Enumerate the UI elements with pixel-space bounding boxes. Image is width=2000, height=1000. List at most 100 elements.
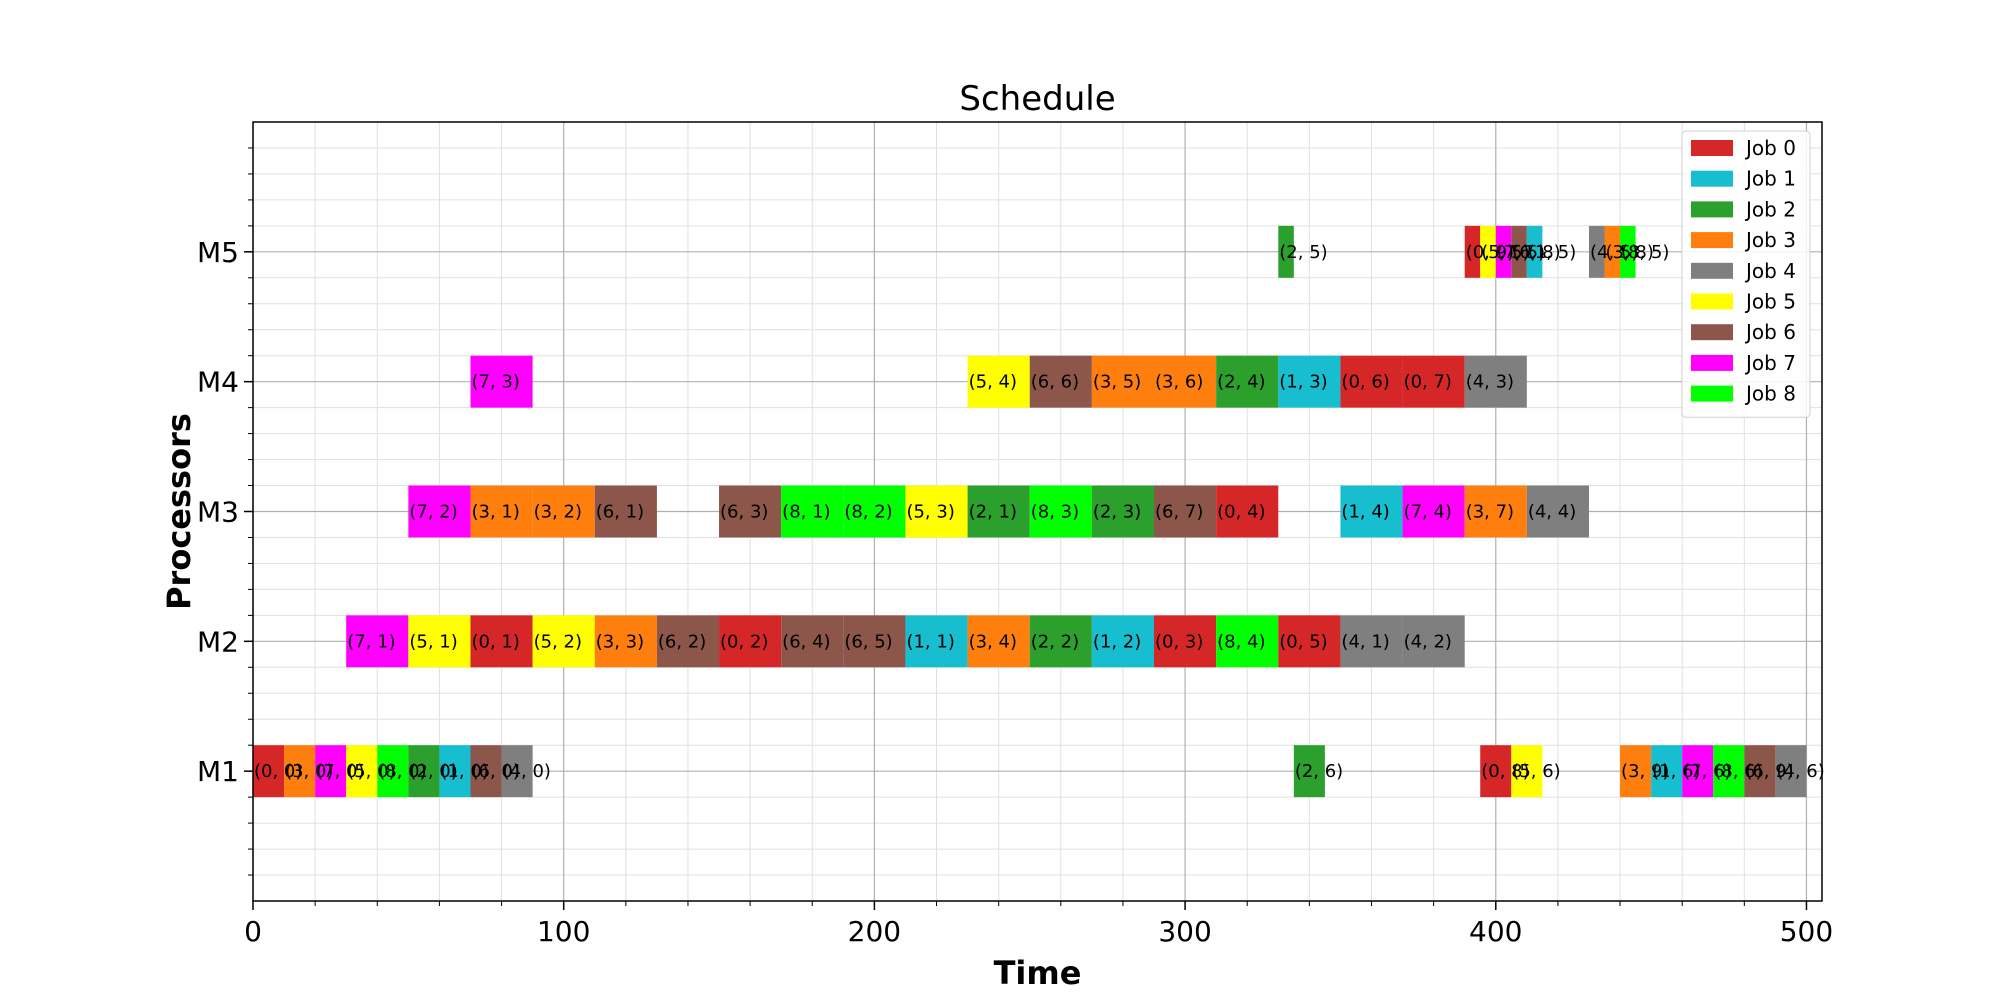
task-bar	[1620, 225, 1636, 278]
task-label: (1, 1)	[906, 631, 954, 652]
task-bar	[719, 485, 782, 538]
task-label: (7, 0)	[316, 761, 364, 782]
task-bar	[1402, 355, 1465, 408]
chart-title: Schedule	[959, 79, 1115, 119]
task-bar	[1402, 615, 1465, 668]
task-bar	[967, 355, 1030, 408]
task-bars: (0, 0)(3, 0)(7, 0)(5, 0)(8, 0)(2, 0)(1, …	[253, 225, 1825, 798]
task-bar	[470, 355, 533, 408]
task-bar	[1216, 615, 1279, 668]
task-label: (6, 8)	[1512, 242, 1560, 263]
legend: Job 0 Job 1 Job 2 Job 3 Job 4 Job 5 Job 6 Job 7…	[1681, 130, 1811, 418]
task-label: (0, 1)	[471, 631, 519, 652]
task-label: (7, 1)	[347, 631, 395, 652]
task-label: (4, 5)	[1590, 242, 1638, 263]
task-label: (0, 9)	[1466, 242, 1514, 263]
legend-swatch	[1691, 170, 1733, 187]
task-bar	[1744, 745, 1776, 798]
task-label: (3, 4)	[969, 631, 1017, 652]
task-bar	[1154, 485, 1217, 538]
legend-entry: Job 3	[1744, 228, 1796, 252]
task-bar	[594, 485, 657, 538]
task-label: (2, 5)	[1279, 242, 1327, 263]
x-tick-label: 100	[537, 915, 590, 948]
task-bar	[1154, 615, 1217, 668]
task-label: (0, 6)	[1341, 372, 1389, 393]
task-bar	[594, 615, 657, 668]
task-bar	[1278, 615, 1341, 668]
task-bar	[439, 745, 471, 798]
task-label: (3, 6)	[1155, 372, 1203, 393]
task-bar	[470, 485, 533, 538]
legend-swatch	[1691, 201, 1733, 218]
task-label: (4, 3)	[1466, 372, 1514, 393]
task-label: (0, 4)	[1217, 502, 1265, 523]
task-label: (4, 2)	[1404, 631, 1452, 652]
task-label: (1, 5)	[1528, 242, 1576, 263]
task-label: (0, 7)	[1404, 372, 1452, 393]
task-label: (2, 2)	[1031, 631, 1079, 652]
task-bar	[1340, 615, 1403, 668]
axis-ticks: 0 100 200 300 400 500 M1 M2 M3 M4 M5	[197, 147, 1833, 948]
task-bar	[1154, 355, 1217, 408]
task-label: (3, 9)	[1621, 761, 1669, 782]
task-bar	[408, 745, 440, 798]
task-bar	[532, 485, 595, 538]
legend-entry: Job 5	[1744, 290, 1796, 314]
legend-swatch	[1691, 324, 1733, 341]
task-label: (8, 3)	[1031, 502, 1079, 523]
task-label: (8, 2)	[844, 502, 892, 523]
task-bar	[905, 485, 968, 538]
task-bar	[408, 615, 471, 668]
task-bar	[967, 485, 1030, 538]
y-tick-label: M3	[197, 496, 239, 529]
x-axis-label: Time	[994, 954, 1082, 992]
task-label: (3, 3)	[596, 631, 644, 652]
legend-entry: Job 8	[1744, 382, 1796, 406]
task-label: (8, 6)	[1714, 761, 1762, 782]
task-label: (5, 3)	[906, 502, 954, 523]
legend-entry: Job 7	[1744, 351, 1796, 375]
task-label: (6, 5)	[844, 631, 892, 652]
task-label: (3, 7)	[1466, 502, 1514, 523]
task-bar	[1480, 745, 1512, 798]
task-label: (7, 2)	[409, 502, 457, 523]
task-label: (0, 8)	[1481, 761, 1529, 782]
task-label: (3, 5)	[1093, 372, 1141, 393]
task-label: (6, 3)	[720, 502, 768, 523]
y-tick-label: M4	[197, 366, 239, 399]
task-bar	[719, 615, 782, 668]
task-label: (0, 5)	[1279, 631, 1327, 652]
task-bar	[1340, 355, 1403, 408]
task-bar	[1402, 485, 1465, 538]
legend-entry: Job 2	[1744, 197, 1796, 221]
task-bar	[284, 745, 316, 798]
task-bar	[1278, 225, 1294, 278]
task-bar	[1216, 485, 1279, 538]
task-label: (4, 6)	[1776, 761, 1824, 782]
task-bar	[377, 745, 409, 798]
task-label: (2, 0)	[409, 761, 457, 782]
task-bar	[1464, 355, 1527, 408]
task-label: (2, 3)	[1093, 502, 1141, 523]
task-label: (0, 0)	[254, 761, 302, 782]
task-label: (1, 3)	[1279, 372, 1327, 393]
task-bar	[843, 615, 906, 668]
task-bar	[1588, 225, 1605, 278]
task-label: (3, 1)	[471, 502, 519, 523]
task-label: (1, 4)	[1341, 502, 1389, 523]
task-bar	[1526, 485, 1589, 538]
task-label: (5, 2)	[534, 631, 582, 652]
y-tick-label: M2	[197, 625, 239, 658]
task-label: (5, 4)	[969, 372, 1017, 393]
task-bar	[501, 745, 533, 798]
task-bar	[1713, 745, 1745, 798]
task-bar	[1091, 355, 1155, 408]
legend-swatch	[1691, 293, 1733, 310]
task-label: (2, 6)	[1295, 761, 1343, 782]
task-label: (3, 0)	[285, 761, 333, 782]
task-bar	[315, 745, 347, 798]
task-label: (2, 1)	[969, 502, 1017, 523]
task-label: (3, 2)	[534, 502, 582, 523]
legend-swatch	[1691, 232, 1733, 249]
